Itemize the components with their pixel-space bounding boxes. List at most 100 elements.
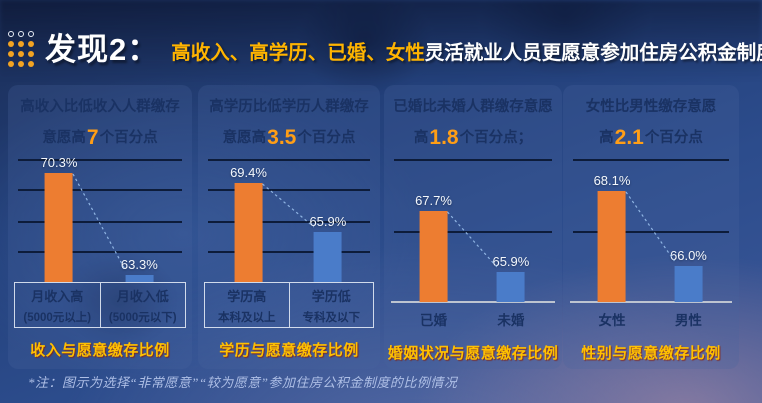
heading-line1: 高学历比低学历人群缴存 — [209, 99, 369, 115]
bar-column-high-income: 70.3% — [40, 155, 78, 282]
trend-dotted-line — [72, 173, 126, 271]
header: 发现2： 高收入、高学历、已婚、女性灵活就业人员更愿意参加住房公积金制度 — [8, 16, 762, 69]
category-cell: 学历低 专科及以下 — [288, 283, 374, 327]
heading-line1: 女性比男性缴存意愿 — [585, 99, 717, 115]
gridline — [208, 188, 370, 191]
panel-heading: 高收入比低收入人群缴存 意愿高7个百分点 — [20, 95, 180, 149]
category-label-box: 学历高 本科及以上 学历低 专科及以下 — [204, 282, 374, 328]
chart-area: 70.3% 63.3% — [18, 155, 182, 282]
trend-dotted-line — [447, 211, 498, 268]
category-label: 学历低 — [311, 288, 351, 304]
category-cell: 月收入低 (5000元以下) — [99, 283, 186, 327]
category-sublabel: (5000元以下) — [108, 311, 177, 324]
heading-line2: 意愿高 — [222, 129, 267, 146]
heading-line2-post: 个百分点 — [644, 129, 703, 146]
category-cell: 学历高 本科及以上 — [205, 283, 289, 327]
trend-dotted-line — [625, 191, 675, 262]
axis-baseline — [570, 301, 732, 303]
category-label-row: 女性 男性 — [573, 309, 729, 331]
heading-highlight-number: 3.5 — [267, 125, 297, 149]
category-label: 已婚 — [420, 313, 447, 328]
category-label: 月收入低 — [116, 288, 169, 304]
heading-line2: 高 — [599, 129, 614, 146]
chart-area: 67.7% 65.9% — [391, 159, 555, 303]
subtitle-highlight: 高收入、高学历、已婚、女性 — [171, 42, 425, 64]
panel-caption: 收入与愿意缴存比例 — [30, 342, 170, 359]
bar-value-label: 67.7% — [415, 193, 452, 208]
chart-area: 68.1% 66.0% — [570, 159, 732, 303]
page-subtitle: 高收入、高学历、已婚、女性灵活就业人员更愿意参加住房公积金制度 — [171, 36, 762, 65]
heading-line1: 高收入比低收入人群缴存 — [20, 99, 180, 115]
gridline — [394, 159, 552, 161]
bar-high-income — [45, 173, 73, 282]
category-label: 月收入高 — [31, 288, 84, 304]
gridline — [573, 159, 729, 161]
bar-value-label: 63.3% — [120, 257, 158, 272]
category-label: 未婚 — [497, 313, 525, 328]
bar-low-income — [125, 275, 154, 282]
bar-column-high-education: 69.4% — [230, 165, 267, 282]
heading-line2-post: 个百分点 — [99, 129, 158, 146]
category-sublabel: 本科及以上 — [218, 311, 276, 324]
bar-value-label: 69.4% — [230, 165, 267, 180]
panel-heading: 高学历比低学历人群缴存 意愿高3.5个百分点 — [209, 95, 369, 149]
heading-line2-post: 个百分点 — [297, 129, 356, 146]
bar-column-female: 68.1% — [593, 173, 631, 302]
bar-value-label: 65.9% — [309, 214, 347, 229]
bar-column-married: 67.7% — [415, 193, 452, 302]
footnote: *注：图示为选择“非常愿意”“较为愿意”参加住房公积金制度的比例情况 — [28, 375, 458, 390]
bar-value-label: 68.1% — [593, 173, 631, 188]
bar-unmarried — [496, 272, 525, 302]
dots-grid-icon — [8, 31, 35, 68]
bar-column-unmarried: 65.9% — [492, 254, 529, 302]
bar-value-label: 65.9% — [492, 254, 530, 269]
heading-line2-post: 个百分点； — [459, 129, 533, 146]
bar-column-low-education: 65.9% — [309, 214, 346, 282]
bar-column-low-income: 63.3% — [121, 257, 158, 282]
panel-education: 高学历比低学历人群缴存 意愿高3.5个百分点 69.4% 65.9% 学历高 本… — [198, 85, 380, 369]
category-label: 学历高 — [227, 288, 267, 304]
panel-income: 高收入比低收入人群缴存 意愿高7个百分点 70.3% 63.3% 月收入高 (5… — [8, 85, 192, 369]
bar-female — [598, 191, 626, 302]
bar-married — [419, 211, 448, 302]
bar-column-male: 66.0% — [670, 248, 707, 302]
bar-value-label: 66.0% — [670, 248, 707, 263]
heading-line2: 意愿高 — [42, 129, 86, 146]
category-label-box: 月收入高 (5000元以上) 月收入低 (5000元以下) — [14, 282, 186, 328]
gridline — [18, 220, 182, 223]
panel-caption: 学历与愿意缴存比例 — [219, 342, 359, 359]
gridline — [18, 159, 182, 161]
axis-baseline — [391, 301, 555, 303]
bar-low-education — [313, 232, 342, 282]
category-label-row: 已婚 未婚 — [394, 309, 552, 331]
chart-area: 69.4% 65.9% — [208, 159, 370, 282]
gridline — [208, 220, 370, 223]
category-sublabel: (5000元以上) — [23, 311, 92, 324]
panel-marriage: 已婚比未婚人群缴存意愿 高1.8个百分点； 67.7% 65.9% 已婚 未婚 … — [384, 85, 562, 369]
category-label: 男性 — [674, 313, 702, 328]
gridline — [208, 251, 370, 254]
heading-highlight-number: 2.1 — [614, 125, 644, 149]
panel-heading: 已婚比未婚人群缴存意愿 高1.8个百分点； — [393, 95, 553, 149]
heading-line1: 已婚比未婚人群缴存意愿 — [393, 99, 553, 115]
gridline — [18, 188, 182, 191]
panel-caption: 性别与愿意缴存比例 — [581, 345, 721, 362]
trend-dotted-line — [262, 183, 315, 228]
gridline — [573, 230, 729, 233]
gridline — [394, 230, 552, 233]
panel-caption: 婚姻状况与愿意缴存比例 — [387, 345, 559, 362]
heading-line2: 高 — [413, 129, 429, 146]
panel-heading: 女性比男性缴存意愿 高2.1个百分点 — [585, 95, 717, 149]
panel-gender: 女性比男性缴存意愿 高2.1个百分点 68.1% 66.0% 女性 男性 性别与… — [563, 85, 739, 369]
gridline — [208, 159, 370, 161]
category-label: 女性 — [598, 313, 626, 328]
gridline — [18, 251, 182, 254]
subtitle-rest: 灵活就业人员更愿意参加住房公积金制度 — [424, 42, 762, 64]
bar-value-label: 70.3% — [40, 155, 78, 170]
heading-highlight-number: 7 — [86, 125, 99, 149]
category-cell: 月收入高 (5000元以上) — [15, 283, 100, 327]
bar-high-education — [234, 183, 263, 282]
bar-male — [674, 266, 703, 302]
category-sublabel: 专科及以下 — [302, 311, 361, 324]
heading-highlight-number: 1.8 — [429, 125, 459, 149]
